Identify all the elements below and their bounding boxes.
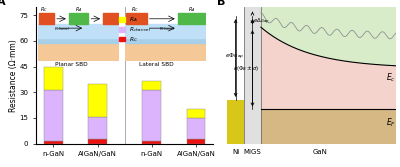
Polygon shape [261,7,396,66]
Text: $e\Delta_{Gap}$: $e\Delta_{Gap}$ [253,17,270,27]
Bar [88,139,107,144]
Bar [44,141,62,144]
Polygon shape [244,7,261,144]
Text: A: A [0,0,6,7]
Text: GaN: GaN [312,149,328,155]
Bar [142,141,161,144]
Text: $e\Phi_{Gap}$: $e\Phi_{Gap}$ [226,52,245,62]
Bar [44,90,62,141]
Polygon shape [261,109,396,144]
Bar [187,139,206,144]
Bar [142,81,161,90]
Text: Ni: Ni [232,149,239,155]
Text: $e(\Phi_B\pm\sigma)$: $e(\Phi_B\pm\sigma)$ [233,64,260,73]
Text: MIGS: MIGS [244,149,261,155]
Y-axis label: Resistance (Ω·mm): Resistance (Ω·mm) [9,39,18,112]
Bar [142,90,161,141]
Text: Planar SBD: Planar SBD [55,62,88,67]
Polygon shape [261,27,396,109]
Bar [44,67,62,90]
Bar [88,117,107,139]
Text: $E_F$: $E_F$ [386,117,396,129]
Polygon shape [227,100,244,144]
Bar [187,118,206,139]
Text: $E_c$: $E_c$ [386,72,396,84]
Text: Lateral SBD: Lateral SBD [139,62,174,67]
Text: B: B [217,0,225,7]
Legend: $R_A$, $R_{channel}$, $R_C$: $R_A$, $R_{channel}$, $R_C$ [117,14,154,46]
Bar [88,84,107,117]
Bar [187,109,206,118]
